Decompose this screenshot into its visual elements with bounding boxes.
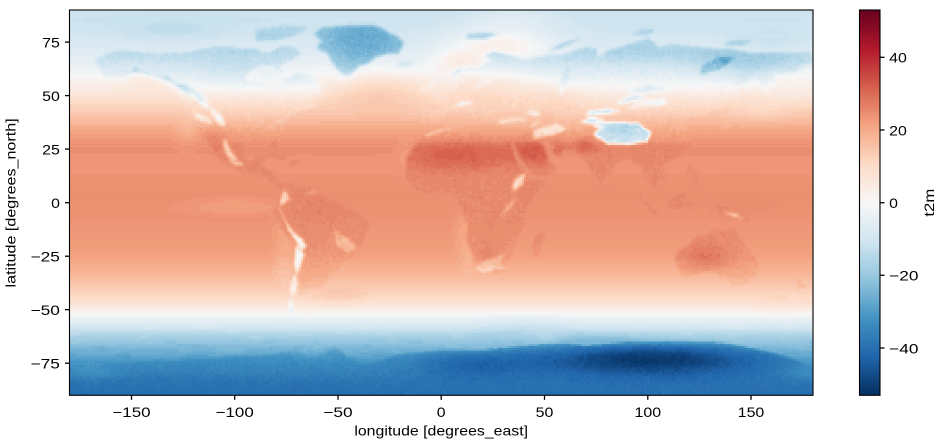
svg-text:40: 40 (889, 50, 907, 66)
svg-text:0: 0 (889, 195, 898, 211)
svg-text:−75: −75 (31, 355, 61, 371)
svg-text:25: 25 (42, 141, 60, 157)
svg-text:longitude [degrees_east]: longitude [degrees_east] (354, 423, 528, 439)
svg-text:50: 50 (42, 88, 60, 104)
svg-text:−40: −40 (889, 340, 919, 356)
svg-text:150: 150 (738, 404, 765, 420)
svg-text:0: 0 (51, 195, 60, 211)
svg-text:0: 0 (437, 404, 446, 420)
svg-text:t2m: t2m (921, 189, 937, 217)
svg-text:−25: −25 (31, 248, 61, 264)
svg-text:75: 75 (42, 34, 60, 50)
svg-text:−50: −50 (323, 404, 353, 420)
svg-text:−100: −100 (216, 404, 254, 420)
svg-text:50: 50 (536, 404, 554, 420)
svg-text:100: 100 (635, 404, 662, 420)
svg-text:20: 20 (889, 122, 907, 138)
svg-text:−50: −50 (31, 302, 61, 318)
svg-text:−20: −20 (889, 268, 919, 284)
svg-text:−150: −150 (112, 404, 150, 420)
svg-text:latitude [degrees_north]: latitude [degrees_north] (3, 118, 19, 287)
